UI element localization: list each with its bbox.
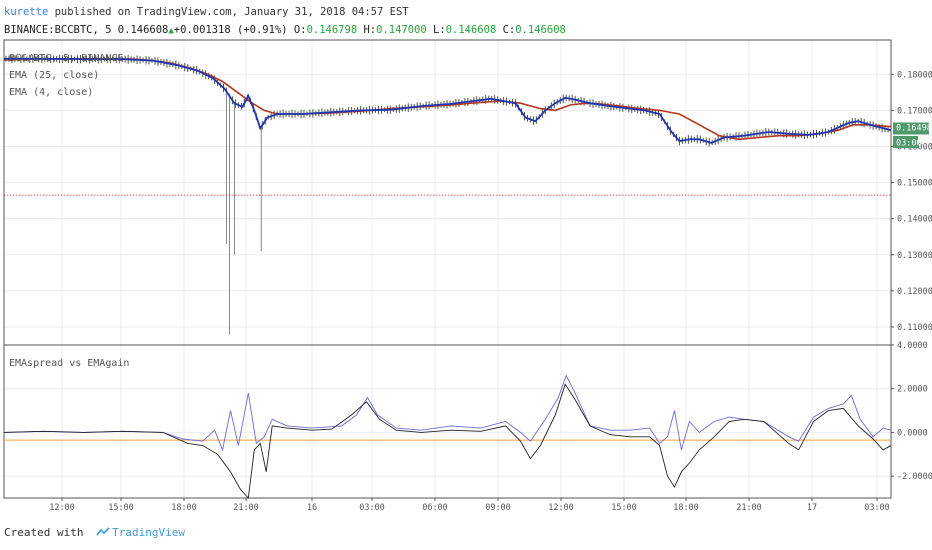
last-price-value: 0.164982 xyxy=(896,124,932,134)
legend-ema4[interactable]: EMA (4, close) xyxy=(9,87,93,98)
last-value: 0.146608 xyxy=(117,24,169,36)
created-with-text: Created with xyxy=(4,526,84,539)
x-tick-label: 18:00 xyxy=(673,503,699,513)
ohlc-line: BINANCE:BCCBTC, 5 0.146608▲+0.001318 (+0… xyxy=(4,24,566,36)
x-tick-label: 12:00 xyxy=(49,503,75,513)
series-emagain-line xyxy=(3,374,892,452)
x-tick-label: 06:00 xyxy=(422,503,448,513)
x-tick-label: 21:00 xyxy=(736,503,762,513)
indicator-pane-grid xyxy=(4,344,891,498)
x-tick-label: 03:00 xyxy=(864,503,890,513)
indicator-tick-label: 0.0000 xyxy=(897,428,928,438)
legend-symbol[interactable]: BCC/BTC, 5, BINANCE xyxy=(9,53,123,64)
footer: Created with TradingView xyxy=(4,526,185,539)
price-axis-ticks: 0.1800000.1700000.1600000.1500000.140000… xyxy=(891,70,932,333)
time-axis-ticks: 12:00 15:00 18:00 21:00 16 03:00 06:00 09:00 12:… xyxy=(49,498,890,513)
open-label: O: xyxy=(293,24,307,36)
price-candles xyxy=(5,54,889,147)
high-value: 0.147000 xyxy=(376,24,427,36)
low-label: L: xyxy=(433,24,446,36)
countdown-badge: 03:06 xyxy=(893,136,922,149)
publish-line: kurette published on TradingView.com, Ja… xyxy=(4,6,409,18)
x-tick-label: 09:00 xyxy=(485,503,511,513)
price-spikes xyxy=(225,91,262,335)
x-tick-label: 16 xyxy=(307,503,317,513)
close-value: 0.146608 xyxy=(515,24,566,36)
tradingview-link[interactable]: TradingView xyxy=(112,526,185,539)
high-label: H: xyxy=(363,24,377,36)
tradingview-logo-icon xyxy=(96,527,110,536)
x-tick-label: 21:00 xyxy=(233,503,259,513)
symbol-label: BINANCE:BCCBTC, 5 xyxy=(4,24,112,36)
price-pane-grid xyxy=(4,40,891,345)
price-tick-label: 0.110000 xyxy=(897,323,932,333)
indicator-tick-label: 4.0000 xyxy=(897,341,928,351)
x-tick-label: 15:00 xyxy=(611,503,637,513)
close-label: C: xyxy=(502,24,516,36)
indicator-tick-label: -2.0000 xyxy=(897,472,932,482)
x-tick-label: 18:00 xyxy=(171,503,197,513)
legend-ema25[interactable]: EMA (25, close) xyxy=(9,70,99,81)
indicator-title[interactable]: EMAspread vs EMAgain xyxy=(9,358,129,369)
author-link[interactable]: kurette xyxy=(4,6,49,18)
last-price-badge: 0.164982 xyxy=(893,122,932,135)
indicator-tick-label: 2.0000 xyxy=(897,385,928,395)
pane-borders xyxy=(3,39,892,499)
publish-text: published on TradingView.com, January 31… xyxy=(54,6,409,18)
x-tick-label: 03:00 xyxy=(359,503,385,513)
up-arrow-icon: ▲ xyxy=(168,26,174,36)
x-tick-label: 15:00 xyxy=(108,503,134,513)
x-tick-label: 12:00 xyxy=(548,503,574,513)
indicator-axis-ticks: 4.0000 2.0000 0.0000 -2.0000 xyxy=(891,341,932,482)
series-emaspread-line xyxy=(3,383,892,500)
change-value: +0.001318 (+0.91%) xyxy=(173,24,288,36)
countdown-value: 03:06 xyxy=(896,139,922,149)
x-tick-label: 17 xyxy=(807,503,817,513)
series-ema4-line xyxy=(4,57,892,144)
open-value: 0.146798 xyxy=(306,24,358,36)
low-value: 0.146608 xyxy=(445,24,497,36)
series-ema25-line xyxy=(3,58,892,141)
